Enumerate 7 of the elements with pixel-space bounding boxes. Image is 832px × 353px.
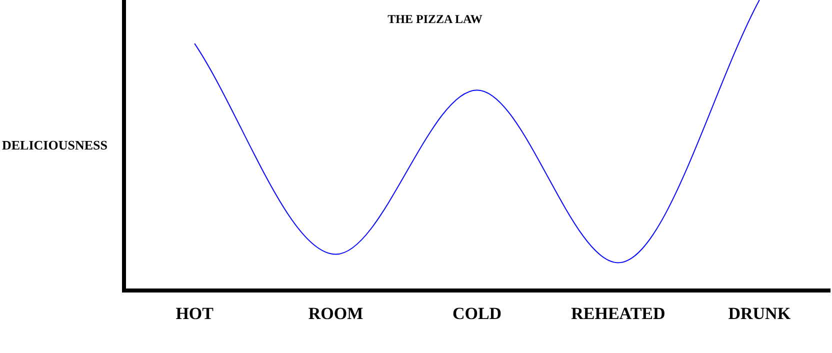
x-tick-label: ROOM xyxy=(308,304,364,324)
x-tick-label: DRUNK xyxy=(728,304,792,324)
text: THE PIZZA LAW xyxy=(388,12,482,26)
y-axis-title: DELICIOUSNESS xyxy=(2,137,108,152)
x-tick-label: COLD xyxy=(452,304,502,324)
x-tick-label: REHEATED xyxy=(571,304,666,324)
x-tick-label: HOT xyxy=(176,304,214,324)
